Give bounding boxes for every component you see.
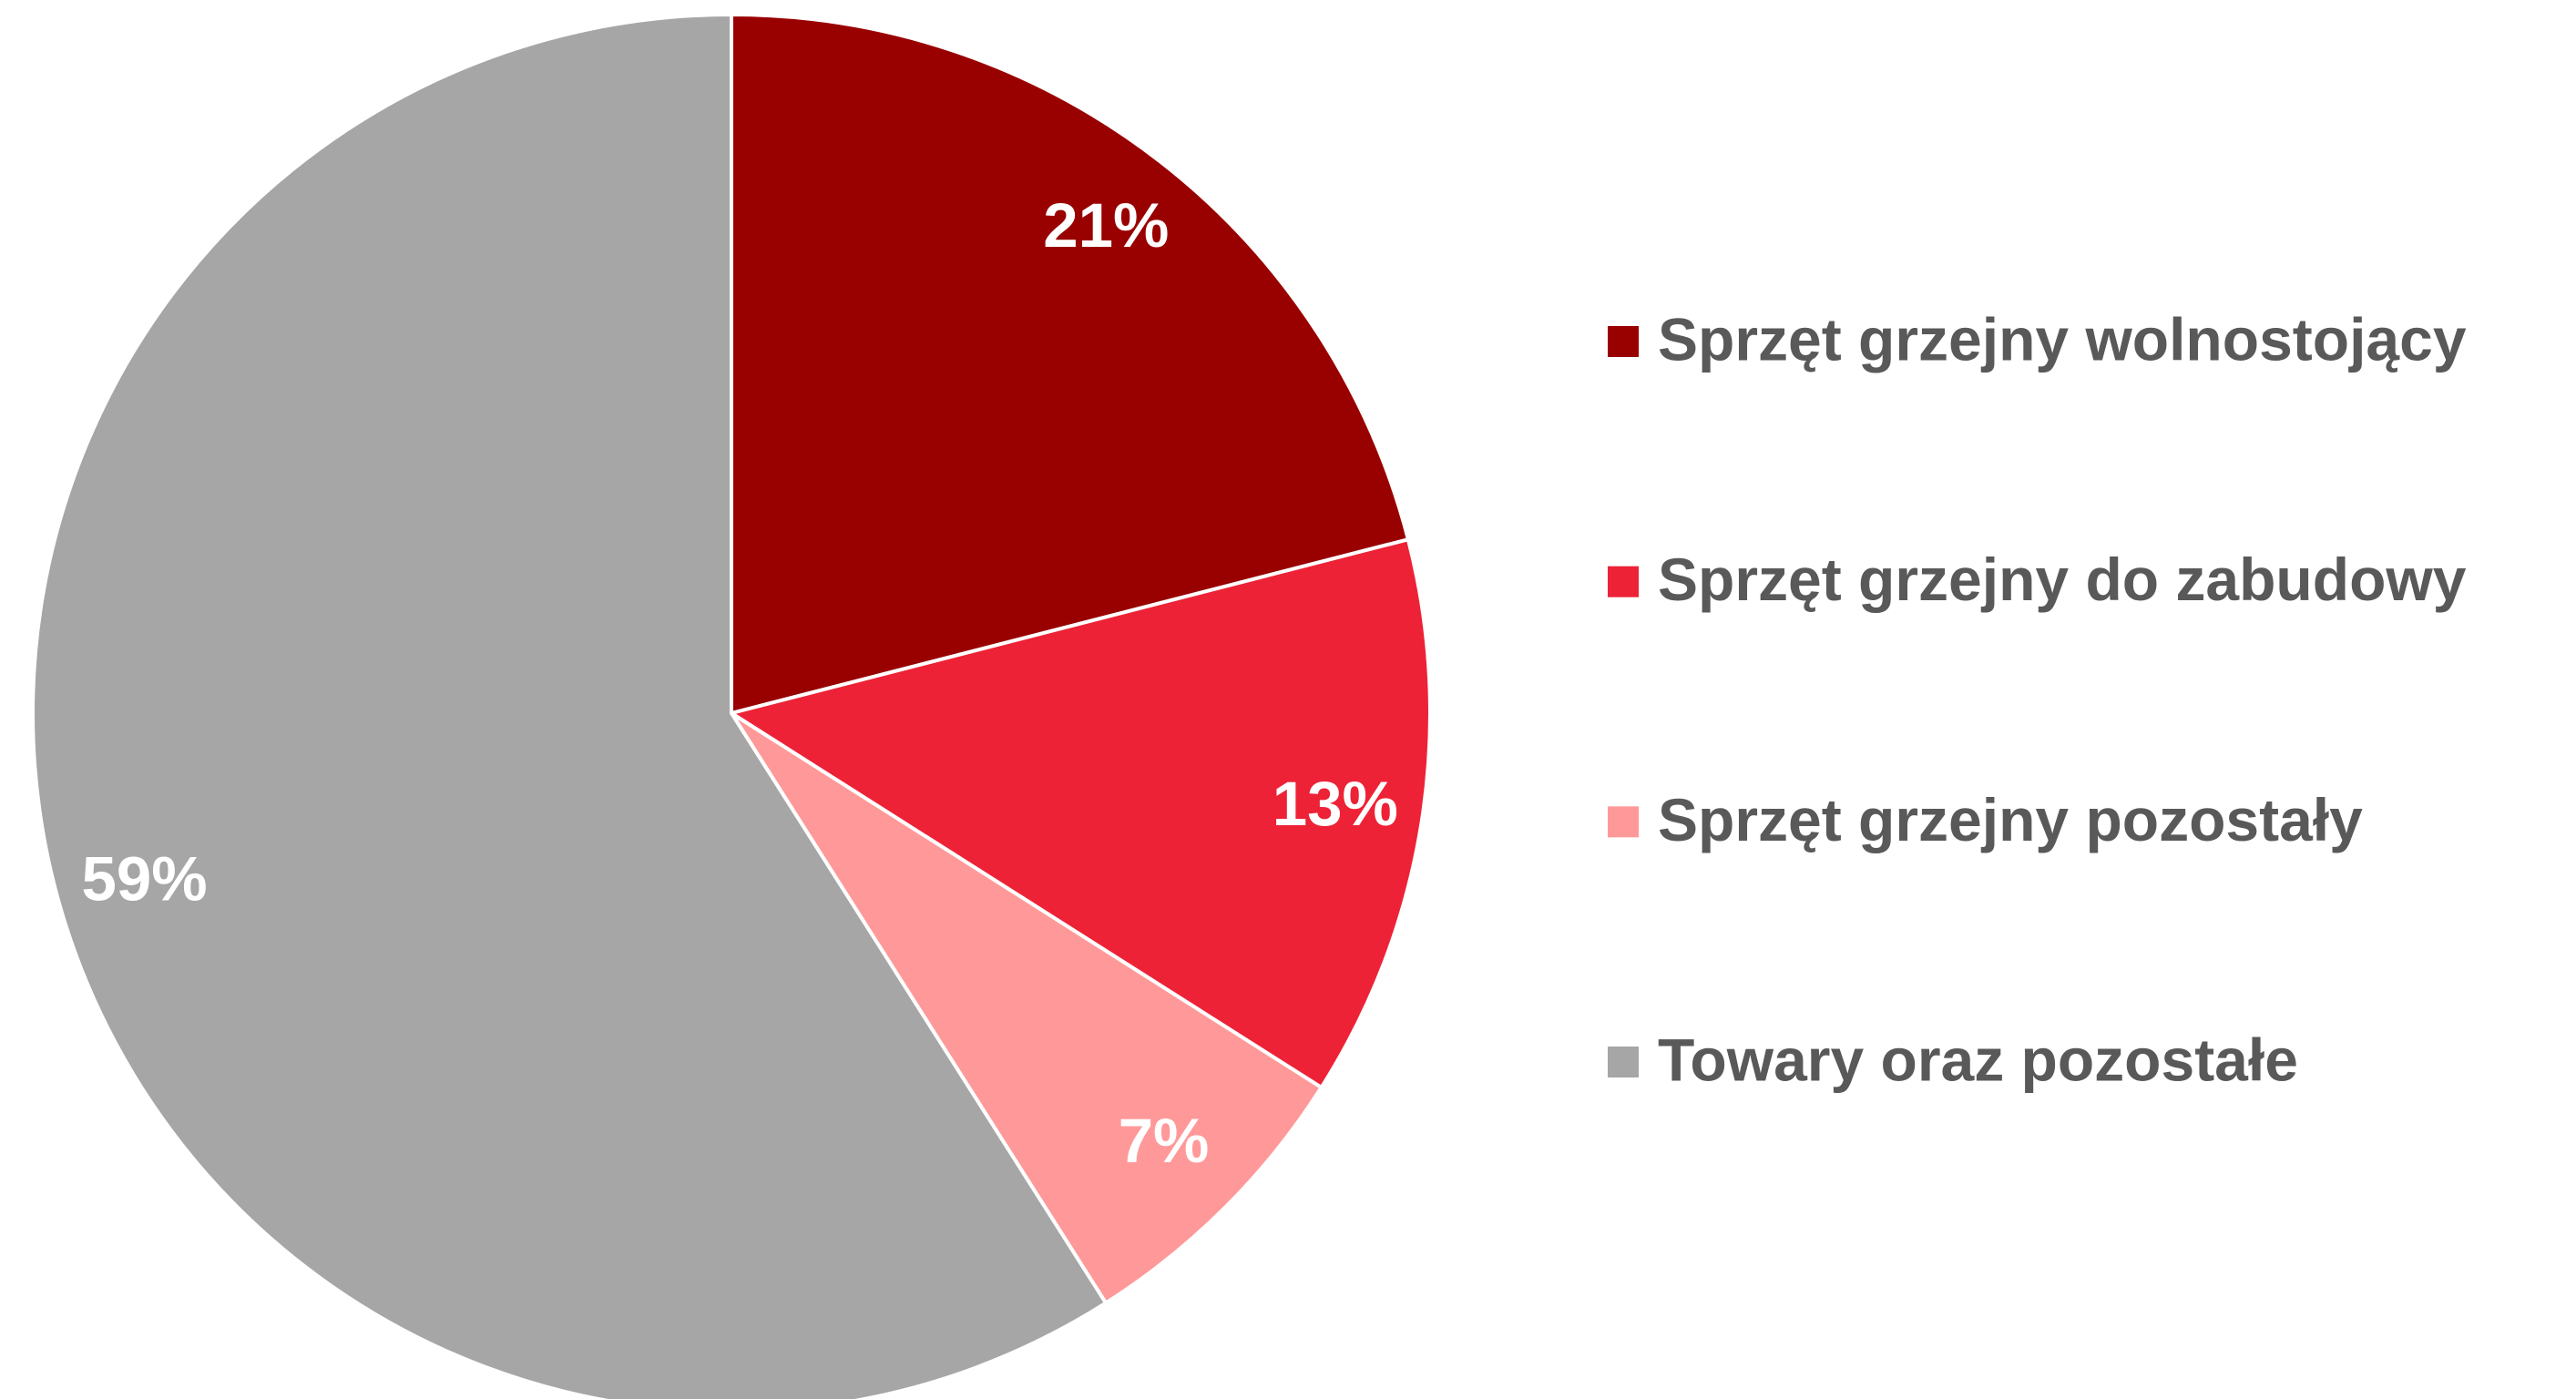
legend-label: Sprzęt grzejny do zabudowy: [1658, 546, 2467, 613]
legend-label: Sprzęt grzejny pozostały: [1658, 786, 2363, 853]
pie-slice: [730, 711, 1324, 1305]
data-label: 21%: [1043, 190, 1169, 260]
pie-slice: [730, 537, 1432, 1089]
pie-slice: [730, 13, 1410, 715]
data-label: 7%: [1119, 1106, 1210, 1176]
data-label: 13%: [1273, 769, 1398, 839]
data-label: 59%: [81, 843, 207, 914]
legend-swatch: [1608, 566, 1639, 597]
legend-label: Towary oraz pozostałe: [1658, 1026, 2298, 1093]
pie-slice: [31, 13, 1108, 1399]
legend-swatch: [1608, 326, 1639, 357]
legend-label: Sprzęt grzejny wolnostojący: [1658, 305, 2467, 373]
legend-swatch: [1608, 1047, 1639, 1077]
legend-swatch: [1608, 806, 1639, 838]
